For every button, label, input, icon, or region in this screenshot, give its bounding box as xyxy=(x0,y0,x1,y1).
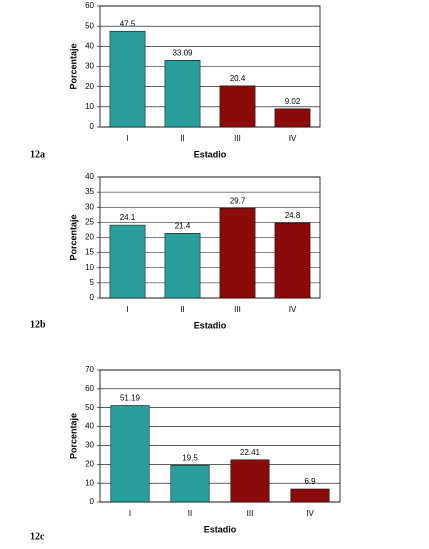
y-tick-label: 35 xyxy=(85,187,94,196)
plot-frame xyxy=(99,5,321,128)
y-tick-label: 40 xyxy=(85,422,94,431)
y-tick-label: 0 xyxy=(90,122,95,131)
data-label: 51.19 xyxy=(120,394,141,403)
y-tick-label: 40 xyxy=(85,172,94,181)
y-tick-label: 10 xyxy=(85,263,94,272)
bar xyxy=(219,207,256,299)
y-axis-label: Porcentaje xyxy=(68,43,78,89)
bar xyxy=(109,224,146,299)
y-axis-label: Porcentaje xyxy=(68,413,78,459)
y-tick-label: 20 xyxy=(85,233,94,242)
x-tick-label: IV xyxy=(289,134,297,143)
x-tick-label: II xyxy=(180,305,184,314)
y-tick-label: 50 xyxy=(85,21,94,30)
figure-label: 12b xyxy=(30,319,46,330)
bar xyxy=(290,488,330,503)
data-label: 21.4 xyxy=(175,221,191,230)
data-label: 24.8 xyxy=(285,211,301,220)
y-tick-label: 30 xyxy=(85,62,94,71)
figure-label: 12a xyxy=(30,149,45,160)
y-tick-label: 30 xyxy=(85,441,94,450)
y-axis-label: Porcentaje xyxy=(68,214,78,260)
y-tick-label: 60 xyxy=(85,384,94,393)
y-tick-label: 5 xyxy=(90,278,95,287)
y-tick-label: 40 xyxy=(85,41,94,50)
data-label: 9.02 xyxy=(285,97,301,106)
x-tick-label: II xyxy=(188,509,192,518)
data-label: 24.1 xyxy=(120,213,136,222)
x-tick-label: I xyxy=(126,305,128,314)
x-tick-label: III xyxy=(247,509,254,518)
y-tick-label: 50 xyxy=(85,403,94,412)
y-tick-label: 70 xyxy=(85,365,94,374)
x-tick-label: III xyxy=(234,134,241,143)
y-tick-label: 25 xyxy=(85,217,94,226)
x-axis-label: Estadio xyxy=(194,149,227,159)
x-axis-label: Estadio xyxy=(204,524,237,534)
plot-frame xyxy=(99,176,321,299)
y-tick-label: 0 xyxy=(90,293,95,302)
bar xyxy=(219,85,256,128)
data-label: 22.41 xyxy=(240,448,261,457)
x-tick-label: II xyxy=(180,134,184,143)
bar xyxy=(170,464,210,503)
bar xyxy=(230,459,270,503)
plot-frame xyxy=(99,369,341,503)
y-tick-label: 0 xyxy=(90,497,95,506)
data-label: 29.7 xyxy=(230,196,246,205)
y-tick-label: 20 xyxy=(85,82,94,91)
x-tick-label: III xyxy=(234,305,241,314)
data-label: 6.9 xyxy=(304,477,316,486)
data-label: 47.5 xyxy=(120,19,136,28)
y-tick-label: 60 xyxy=(85,1,94,10)
y-tick-label: 30 xyxy=(85,202,94,211)
data-label: 19.5 xyxy=(182,453,198,462)
bar xyxy=(109,30,146,128)
bar xyxy=(274,108,311,128)
x-tick-label: IV xyxy=(306,509,314,518)
x-tick-label: IV xyxy=(289,305,297,314)
y-tick-label: 15 xyxy=(85,248,94,257)
bar xyxy=(164,233,201,299)
bar xyxy=(274,222,311,299)
bar xyxy=(164,60,201,128)
x-axis-label: Estadio xyxy=(194,320,227,330)
figure-label: 12c xyxy=(30,531,45,542)
x-tick-label: I xyxy=(129,509,131,518)
data-label: 20.4 xyxy=(230,74,246,83)
y-tick-label: 10 xyxy=(85,102,94,111)
data-label: 33.09 xyxy=(172,48,193,57)
bar xyxy=(110,405,150,503)
y-tick-label: 20 xyxy=(85,459,94,468)
y-tick-label: 10 xyxy=(85,478,94,487)
x-tick-label: I xyxy=(126,134,128,143)
